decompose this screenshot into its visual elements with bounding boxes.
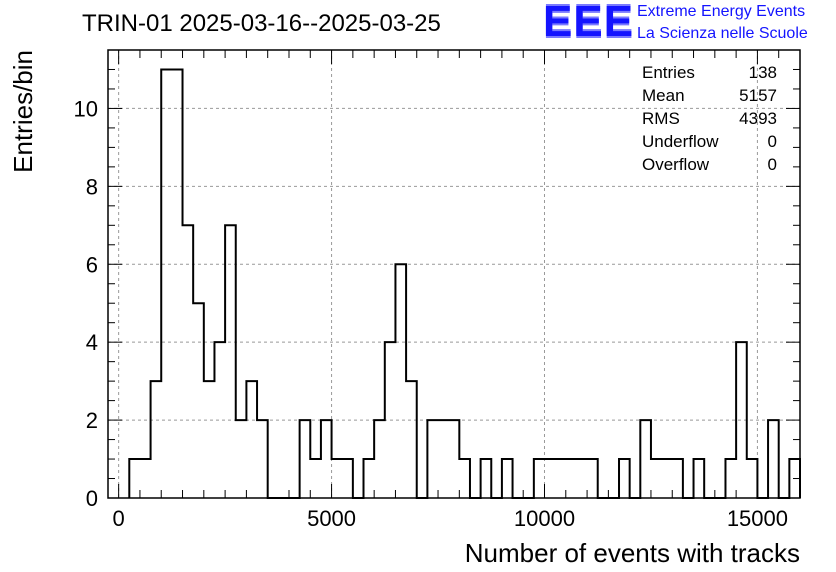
histogram-bar: [438, 420, 449, 498]
stats-entries-label: Entries: [642, 63, 695, 82]
x-tick-label: 15000: [727, 506, 788, 531]
histogram-bar: [204, 381, 215, 498]
stats-overflow-value: 0: [768, 155, 777, 174]
histogram-bar: [544, 459, 555, 498]
histogram-bar: [364, 459, 375, 498]
histogram-bar: [427, 420, 438, 498]
histogram-bar: [395, 264, 406, 498]
histogram-outline: [128, 68, 801, 499]
y-tick-label: 8: [86, 174, 98, 199]
y-tick-label: 2: [86, 408, 98, 433]
histogram-bar: [768, 420, 779, 498]
logo-line-2: La Scienza nelle Scuole: [637, 25, 808, 42]
histogram-bar: [332, 459, 343, 498]
histogram-bar: [534, 459, 545, 498]
y-tick-label: 10: [74, 96, 98, 121]
histogram-bar: [725, 459, 736, 498]
x-tick-label: 5000: [307, 506, 356, 531]
y-tick-label: 0: [86, 486, 98, 511]
histogram-bar: [576, 459, 587, 498]
histogram-bar: [236, 420, 247, 498]
logo-line-1: Extreme Energy Events: [637, 3, 806, 20]
histogram-bar: [151, 381, 162, 498]
histogram-bar: [566, 459, 577, 498]
histogram-bar: [587, 459, 598, 498]
stats-mean-label: Mean: [642, 86, 685, 105]
stats-rms-value: 4393: [739, 109, 777, 128]
histogram-bars: [128, 68, 801, 499]
histogram-bar: [183, 225, 194, 498]
histogram-bar: [672, 459, 683, 498]
y-tick-label: 6: [86, 252, 98, 277]
y-axis-label: Entries/bin: [8, 50, 38, 173]
histogram-bar: [449, 420, 460, 498]
histogram-bar: [640, 420, 651, 498]
histogram-bar: [651, 459, 662, 498]
x-tick-label: 0: [113, 506, 125, 531]
eee-logo: EEE: [543, 0, 635, 46]
histogram-bar: [481, 459, 492, 498]
histogram-bar: [555, 459, 566, 498]
plot-frame: [107, 49, 801, 499]
chart-title: TRIN-01 2025-03-16--2025-03-25: [82, 10, 441, 37]
histogram-bar: [193, 303, 204, 498]
stats-rms-label: RMS: [642, 109, 680, 128]
x-tick-label: 10000: [514, 506, 575, 531]
stats-mean-value: 5157: [739, 86, 777, 105]
histogram-bar: [459, 459, 470, 498]
axis-ticks: 0 5000 10000 15000 0 2 4 6 8 10: [74, 49, 801, 531]
histogram-bar: [300, 420, 311, 498]
histogram-bar: [502, 459, 513, 498]
stats-box: Entries 138 Mean 5157 RMS 4393 Underflow…: [642, 63, 777, 174]
stats-underflow-value: 0: [768, 132, 777, 151]
histogram-bar: [406, 381, 417, 498]
grid-lines: [108, 50, 800, 499]
histogram-bar: [246, 381, 257, 498]
histogram-bar: [619, 459, 630, 498]
histogram-bar: [225, 225, 236, 498]
histogram-bar: [662, 459, 673, 498]
histogram-bar: [129, 459, 140, 498]
histogram-bar: [747, 459, 758, 498]
stats-underflow-label: Underflow: [642, 132, 719, 151]
histogram-bar: [342, 459, 353, 498]
histogram-bar: [310, 459, 321, 498]
histogram-bar: [257, 420, 268, 498]
stats-overflow-label: Overflow: [642, 155, 710, 174]
axes: [107, 49, 801, 499]
stats-entries-value: 138: [749, 63, 777, 82]
y-tick-label: 4: [86, 330, 98, 355]
histogram-bar: [172, 69, 183, 498]
histogram-bar: [374, 420, 385, 498]
histogram-bar: [321, 420, 332, 498]
histogram-bar: [140, 459, 151, 498]
x-axis-label: Number of events with tracks: [465, 538, 800, 568]
histogram-bar: [694, 459, 705, 498]
histogram-bar: [161, 69, 172, 498]
